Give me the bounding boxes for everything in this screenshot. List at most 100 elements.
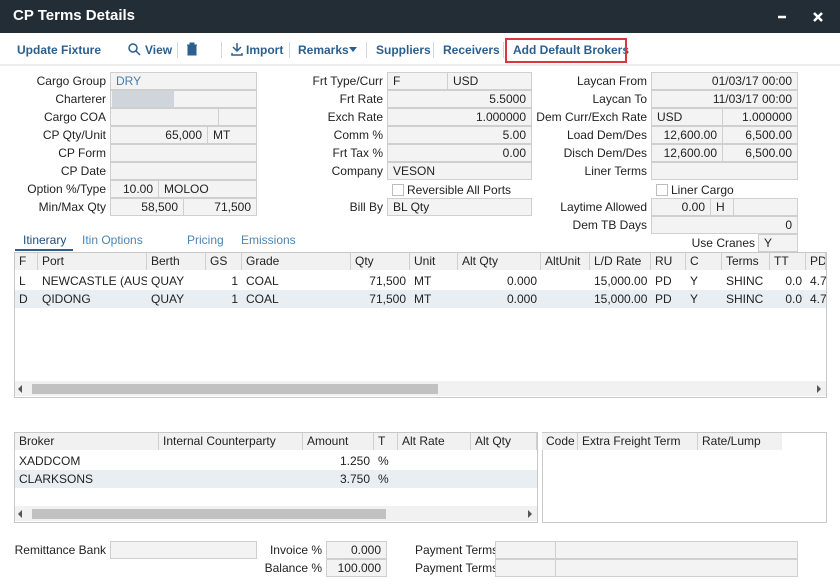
input-box[interactable]: [651, 162, 798, 180]
toolbar-button[interactable]: Receivers: [443, 43, 500, 57]
input-box[interactable]: 6,500.00: [722, 126, 798, 144]
input-box[interactable]: MT: [207, 126, 257, 144]
input-box[interactable]: 12,600.00: [651, 126, 723, 144]
column-header: RU: [651, 253, 686, 270]
grid-cell: XADDCOM: [19, 454, 81, 468]
input-box[interactable]: USD: [651, 108, 723, 126]
trash-icon[interactable]: [187, 42, 197, 56]
input-box[interactable]: MOLOO: [158, 180, 257, 198]
column-header: Extra Freight Term: [578, 433, 698, 450]
grid-cell: COAL: [246, 292, 279, 306]
toolbar-button[interactable]: Update Fixture: [17, 43, 102, 57]
input-box[interactable]: USD: [447, 72, 532, 90]
column-header: Internal Counterparty: [159, 433, 303, 450]
checkbox-label: Reversible All Ports: [407, 183, 512, 197]
field-label: Exch Rate: [327, 110, 383, 124]
column-header: Berth: [147, 253, 206, 270]
input-box[interactable]: [110, 108, 219, 126]
field-label: Liner Terms: [584, 164, 647, 178]
header-fill: [782, 433, 826, 450]
field-label: CP Qty/Unit: [42, 128, 106, 142]
title-bar: [0, 0, 840, 33]
field-label: Payment Terms: [415, 543, 499, 557]
input-box[interactable]: 12,600.00: [651, 144, 723, 162]
grid-cell: L: [19, 274, 26, 288]
input-box[interactable]: VESON: [387, 162, 532, 180]
input-box[interactable]: [110, 162, 257, 180]
input-box[interactable]: 0.00: [651, 198, 711, 216]
input-box[interactable]: [218, 108, 257, 126]
input-box[interactable]: 65,000: [110, 126, 208, 144]
column-header: Alt Qty: [458, 253, 541, 270]
input-box[interactable]: Y: [758, 234, 798, 252]
input-box[interactable]: [110, 144, 257, 162]
search-icon-handle: [135, 50, 141, 56]
grid-cell: SHINC: [726, 274, 764, 288]
field-label: Use Cranes: [691, 236, 755, 250]
input-box[interactable]: F: [387, 72, 448, 90]
input-box[interactable]: 1.000000: [387, 108, 532, 126]
tab[interactable]: Emissions: [241, 233, 296, 247]
grid-row[interactable]: [15, 452, 537, 470]
download-icon[interactable]: [231, 43, 243, 56]
input-box[interactable]: 11/03/17 00:00: [651, 90, 798, 108]
column-header: F: [15, 253, 38, 270]
grid-cell: 0.0: [785, 274, 802, 288]
checkbox[interactable]: [392, 184, 404, 196]
grid-cell: CLARKSONS: [19, 472, 94, 486]
input-box[interactable]: [495, 541, 556, 559]
input-box[interactable]: DRY: [110, 72, 257, 90]
toolbar-button[interactable]: Import: [246, 43, 284, 57]
scrollbar-thumb[interactable]: [32, 384, 438, 394]
toolbar-separator: [433, 42, 434, 58]
scroll-left[interactable]: [18, 385, 22, 393]
toolbar-button[interactable]: Suppliers: [376, 43, 431, 57]
column-header: PD: [806, 253, 826, 270]
input-box[interactable]: 0.00: [387, 144, 532, 162]
tab[interactable]: Itinerary: [23, 233, 67, 247]
grid-cell: NEWCASTLE (AUST: [42, 274, 147, 288]
close-icon[interactable]: [813, 12, 823, 22]
input-box[interactable]: [495, 559, 556, 577]
toolbar-button[interactable]: Remarks: [298, 43, 349, 57]
scroll-left[interactable]: [18, 510, 22, 518]
input-box[interactable]: H: [710, 198, 734, 216]
grid-row[interactable]: [15, 290, 826, 308]
tab[interactable]: Pricing: [187, 233, 224, 247]
input-box[interactable]: 1.000000: [722, 108, 798, 126]
input-box[interactable]: 5.00: [387, 126, 532, 144]
toolbar-button[interactable]: View: [145, 43, 173, 57]
input-box[interactable]: 10.00: [110, 180, 159, 198]
input-box[interactable]: BL Qty: [387, 198, 532, 216]
field-label: Frt Type/Curr: [312, 74, 383, 88]
grid-cell: 1: [231, 292, 238, 306]
input-box[interactable]: 58,500: [110, 198, 184, 216]
input-box[interactable]: 0: [651, 216, 798, 234]
input-box[interactable]: 100.000: [326, 559, 387, 577]
grid-row[interactable]: [15, 470, 537, 488]
input-box[interactable]: [555, 541, 798, 559]
checkbox[interactable]: [656, 184, 668, 196]
grid-row[interactable]: [15, 272, 826, 290]
scrollbar-thumb[interactable]: [32, 509, 386, 519]
input-box[interactable]: [555, 559, 798, 577]
input-box[interactable]: 71,500: [183, 198, 257, 216]
scroll-right[interactable]: [817, 385, 821, 393]
grid-cell: Y: [690, 292, 699, 306]
input-box[interactable]: [110, 541, 257, 559]
field-label: Load Dem/Des: [566, 128, 647, 142]
input-box[interactable]: [733, 198, 798, 216]
field-label: Min/Max Qty: [38, 200, 106, 214]
input-box[interactable]: 5.5000: [387, 90, 532, 108]
input-box[interactable]: 0.000: [326, 541, 387, 559]
search-icon[interactable]: [128, 43, 138, 53]
input-box[interactable]: 01/03/17 00:00: [651, 72, 798, 90]
window-controls[interactable]: [770, 8, 830, 26]
toolbar-button[interactable]: Add Default Brokers: [513, 43, 630, 57]
scroll-right[interactable]: [528, 510, 532, 518]
grid-cell: 4.7: [810, 274, 826, 288]
field-label: Company: [331, 164, 383, 178]
tab[interactable]: Itin Options: [82, 233, 143, 247]
dropdown-caret[interactable]: [349, 47, 357, 52]
input-box[interactable]: 6,500.00: [722, 144, 798, 162]
